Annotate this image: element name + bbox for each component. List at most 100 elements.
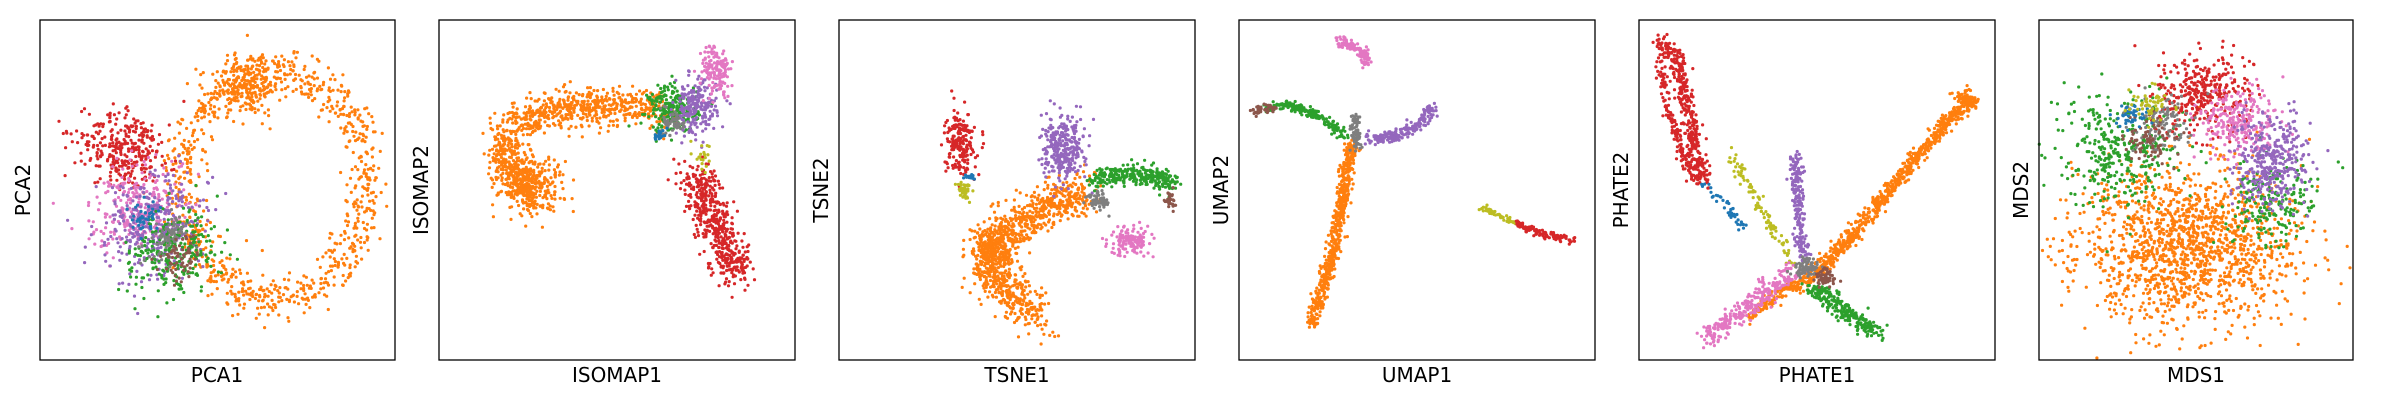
scatter-point: [286, 60, 290, 64]
scatter-point: [167, 157, 171, 161]
scatter-point: [295, 290, 299, 294]
scatter-point: [109, 170, 113, 174]
scatter-point: [240, 91, 244, 95]
scatter-point: [80, 132, 84, 136]
scatter-point: [686, 84, 690, 88]
scatter-point: [166, 243, 170, 248]
scatter-point: [180, 200, 184, 204]
scatter-point: [299, 84, 303, 89]
scatter-point: [126, 126, 130, 130]
scatter-point: [370, 155, 374, 159]
scatter-point: [722, 58, 726, 63]
scatter-point: [86, 203, 91, 208]
scatter-point: [144, 217, 148, 221]
scatter-point: [251, 57, 255, 61]
scatter-point: [582, 105, 586, 109]
scatter-point: [515, 139, 519, 143]
scatter-point: [598, 116, 602, 120]
scatter-point: [498, 124, 502, 128]
scatter-point: [261, 65, 265, 70]
scatter-point: [1051, 330, 1055, 334]
scatter-point: [226, 111, 230, 115]
scatter-point: [509, 195, 513, 199]
scatter-point: [127, 282, 131, 286]
scatter-point: [279, 80, 284, 84]
scatter-point: [689, 195, 693, 199]
scatter-point: [192, 128, 197, 132]
scatter-point: [150, 123, 154, 127]
scatter-point: [228, 83, 232, 87]
tsne-scatter-points: [939, 89, 1183, 346]
scatter-point: [207, 100, 211, 105]
scatter-point: [160, 229, 164, 233]
scatter-point: [341, 112, 346, 116]
scatter-point: [177, 165, 181, 169]
scatter-point: [174, 279, 178, 283]
scatter-point: [111, 213, 115, 217]
scatter-point: [249, 54, 253, 59]
scatter-point: [171, 271, 175, 275]
scatter-point: [372, 226, 376, 230]
scatter-point: [201, 265, 205, 269]
scatter-point: [482, 152, 486, 156]
scatter-point: [336, 88, 340, 92]
scatter-point: [354, 254, 358, 258]
scatter-point: [692, 232, 696, 237]
scatter-point: [98, 141, 102, 145]
scatter-point: [123, 116, 127, 120]
scatter-point: [645, 93, 649, 97]
scatter-point: [700, 167, 704, 171]
scatter-point: [189, 241, 193, 245]
scatter-point: [703, 108, 708, 112]
scatter-point: [715, 114, 720, 118]
scatter-point: [188, 215, 192, 219]
scatter-point: [326, 66, 330, 70]
scatter-point: [188, 169, 192, 173]
scatter-point: [135, 163, 139, 167]
scatter-point: [303, 82, 307, 86]
scatter-point: [111, 102, 115, 106]
scatter-point: [691, 89, 695, 93]
scatter-point: [702, 111, 707, 115]
scatter-point: [696, 234, 701, 238]
scatter-point: [142, 195, 146, 199]
scatter-point: [302, 283, 306, 288]
scatter-point: [692, 185, 696, 189]
scatter-point: [173, 147, 177, 151]
scatter-point: [527, 199, 531, 203]
scatter-point: [554, 87, 558, 91]
scatter-point: [303, 92, 307, 96]
scatter-point: [95, 154, 99, 158]
scatter-point: [359, 159, 364, 164]
scatter-point: [551, 116, 555, 120]
scatter-point: [691, 217, 695, 222]
scatter-point: [194, 203, 198, 207]
scatter-point: [719, 235, 723, 239]
scatter-point: [114, 138, 118, 142]
scatter-point: [199, 73, 203, 77]
scatter-point: [722, 271, 726, 275]
scatter-point: [205, 162, 209, 166]
scatter-point: [171, 213, 176, 218]
scatter-point: [721, 238, 725, 242]
scatter-point: [695, 116, 699, 120]
scatter-point: [362, 168, 367, 172]
scatter-point: [372, 164, 376, 168]
scatter-point: [345, 223, 350, 228]
scatter-point: [209, 244, 213, 248]
scatter-point: [720, 246, 724, 250]
scatter-point: [166, 182, 170, 186]
scatter-point: [273, 287, 277, 291]
scatter-point: [131, 235, 135, 239]
scatter-point: [267, 114, 271, 118]
scatter-point: [1023, 279, 1027, 283]
scatter-point: [262, 76, 266, 80]
scatter-point: [338, 242, 342, 246]
scatter-point: [665, 126, 669, 130]
scatter-point: [300, 92, 304, 96]
scatter-point: [217, 107, 221, 111]
scatter-point: [293, 72, 298, 77]
scatter-point: [246, 69, 250, 73]
scatter-point: [670, 113, 674, 117]
scatter-point: [190, 205, 194, 209]
